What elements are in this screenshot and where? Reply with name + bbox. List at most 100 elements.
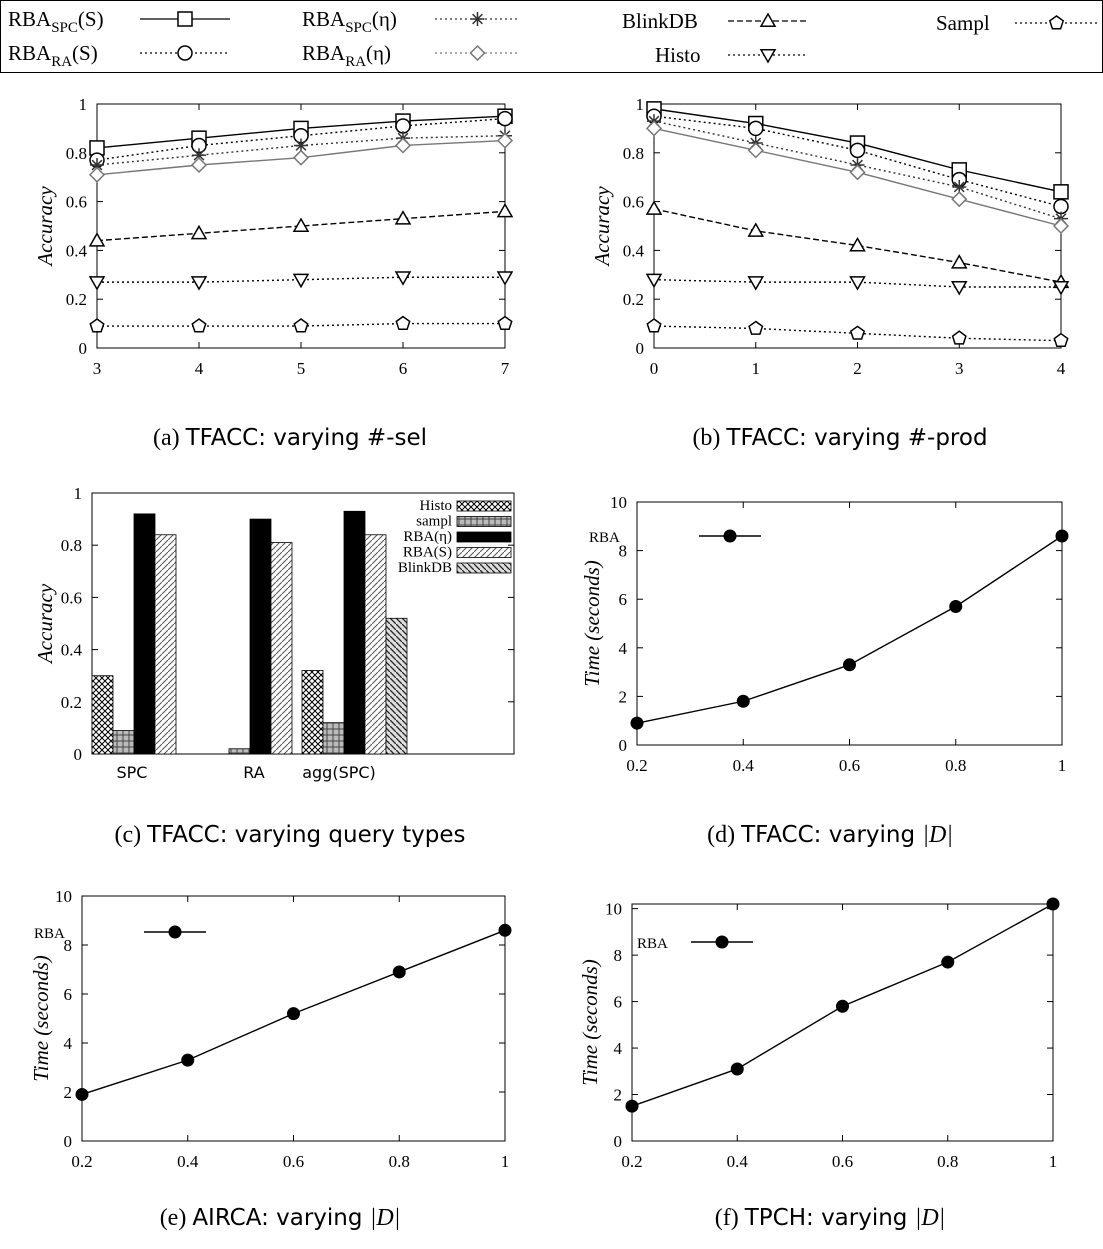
ytick-label: 0 <box>64 1132 73 1151</box>
ytick-label: 0.6 <box>623 193 644 212</box>
data-point <box>849 142 866 159</box>
data-point <box>1055 529 1069 543</box>
ytick-label: 0 <box>636 339 645 358</box>
y-axis-label: Time (seconds) <box>580 560 604 687</box>
caption-c-prefix: (c) <box>114 822 142 848</box>
xtick-label: 1 <box>1049 1152 1058 1171</box>
caption-f-math: |D| <box>914 1205 946 1231</box>
xtick-label: 1 <box>752 359 761 378</box>
data-point <box>88 276 106 291</box>
xtick-label: 0.6 <box>839 756 860 775</box>
ytick-label: 6 <box>619 590 628 609</box>
caption-d: (d) TFACC: varying |D| <box>600 822 1060 849</box>
figure-legend: RBASPC(S) RBARA(S) RBASPC(η) RBARA(η) BlinkD… <box>0 0 1103 73</box>
ytick-label: 0.8 <box>66 144 87 163</box>
ytick-label: 0.6 <box>66 193 87 212</box>
caption-c-text: TFACC: varying query types <box>147 822 466 848</box>
ytick-label: 0.8 <box>623 144 644 163</box>
xtick-label: 0.8 <box>389 1152 410 1171</box>
y-axis-label: Accuracy <box>590 186 614 268</box>
legend-label-3: RBARA(η) <box>302 41 391 70</box>
data-point <box>949 599 963 613</box>
data-point <box>394 271 412 286</box>
xtick-label: 4 <box>195 359 204 378</box>
data-point <box>1053 184 1069 200</box>
data-point <box>1052 281 1070 296</box>
data-point <box>951 330 967 345</box>
data-point <box>950 281 968 296</box>
xtick-label: 0.2 <box>621 1152 642 1171</box>
caption-d-text: TFACC: varying <box>741 822 923 848</box>
data-point <box>181 1053 195 1067</box>
ytick-label: 0.4 <box>623 241 645 260</box>
data-point <box>293 318 309 333</box>
data-point <box>89 318 105 333</box>
caption-b: (b) TFACC: varying #-prod <box>610 425 1070 452</box>
category-label: RA <box>243 763 264 782</box>
ytick-label: 8 <box>64 936 73 955</box>
bar-legend-label: Histo <box>419 498 452 514</box>
legend-label-1: RBARA(S) <box>8 41 98 70</box>
data-point <box>294 138 308 153</box>
ytick-label: 0.2 <box>623 290 644 309</box>
bar-sampl-agg(SPC) <box>322 722 345 755</box>
bar-RBA(S)-SPC <box>154 534 177 755</box>
xtick-label: 0.8 <box>945 756 966 775</box>
series-line-2 <box>96 135 506 166</box>
data-point <box>836 999 849 1013</box>
series-line-4 <box>96 210 506 242</box>
ytick-label: 4 <box>619 639 628 658</box>
caption-e: (e) AIRCA: varying |D| <box>50 1205 510 1232</box>
data-point <box>190 224 208 240</box>
plot-frame <box>636 501 1063 746</box>
data-point <box>88 232 106 247</box>
data-point <box>496 132 514 149</box>
ytick-label: 0 <box>79 339 88 358</box>
ytick-label: 2 <box>614 1086 623 1105</box>
xtick-label: 5 <box>297 359 306 378</box>
bar-legend-swatch <box>456 500 512 512</box>
bar-RBA(η)-SPC <box>133 513 156 755</box>
bar-legend-swatch <box>456 531 512 543</box>
bar-legend-label: sampl <box>416 514 452 530</box>
data-point <box>292 217 310 232</box>
ytick-label: 0 <box>619 736 628 755</box>
ytick-label: 6 <box>64 985 73 1004</box>
xtick-label: 7 <box>501 359 510 378</box>
caption-c: (c) TFACC: varying query types <box>30 822 550 849</box>
y-axis-label: Time (seconds) <box>29 955 53 1082</box>
bar-Histo-agg(SPC) <box>301 670 324 755</box>
ytick-label: 0 <box>74 745 83 764</box>
caption-a-text: TFACC: varying #-sel <box>185 425 428 451</box>
data-point <box>843 658 856 672</box>
legend-marker-0 <box>177 11 193 27</box>
caption-f-text: TPCH: varying <box>744 1205 915 1231</box>
data-point <box>747 142 764 159</box>
ytick-label: 1 <box>74 484 83 503</box>
ytick-label: 4 <box>64 1034 73 1053</box>
data-point <box>1052 217 1070 235</box>
y-axis-label: Accuracy <box>33 186 57 268</box>
y-axis-label: Accuracy <box>33 583 57 665</box>
caption-e-prefix: (e) <box>159 1205 187 1231</box>
data-point <box>748 320 764 335</box>
data-point <box>496 202 514 218</box>
ytick-label: 2 <box>64 1083 73 1102</box>
legend-label-0: RBASPC(S) <box>8 7 104 36</box>
series-line-4 <box>653 208 1062 283</box>
bar-RBA(S)-RA <box>270 542 293 755</box>
data-point <box>951 191 968 208</box>
legend-marker-3 <box>469 44 486 62</box>
chart-legend-marker <box>715 935 729 949</box>
series-line-0 <box>636 535 1063 724</box>
data-point <box>645 200 663 215</box>
data-point <box>1053 198 1069 215</box>
data-point <box>1046 897 1060 911</box>
data-point <box>395 118 411 134</box>
category-label: SPC <box>117 763 148 782</box>
data-point <box>849 237 866 252</box>
legend-label-5: Histo <box>655 43 701 67</box>
ytick-label: 0.6 <box>61 588 82 607</box>
data-point <box>941 955 955 969</box>
xtick-label: 0.4 <box>733 756 755 775</box>
